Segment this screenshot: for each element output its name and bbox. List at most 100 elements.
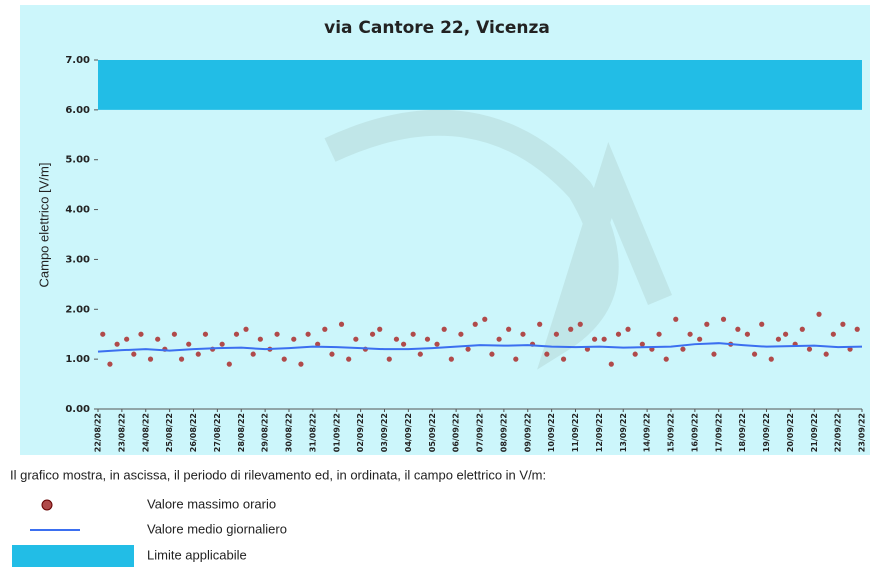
- point: [759, 322, 764, 327]
- point: [442, 327, 447, 332]
- point: [458, 332, 463, 337]
- point: [282, 357, 287, 362]
- x-tick-label: 10/09/22: [547, 413, 556, 452]
- point: [377, 327, 382, 332]
- x-tick-label: 14/09/22: [643, 413, 652, 452]
- x-tick-label: 08/09/22: [499, 413, 508, 452]
- x-tick-label: 13/09/22: [619, 413, 628, 452]
- point: [816, 312, 821, 317]
- point: [115, 342, 120, 347]
- point: [506, 327, 511, 332]
- x-tick-label: 24/08/22: [141, 413, 150, 452]
- x-tick-label: 06/09/22: [452, 413, 461, 452]
- y-tick-label: 0.00: [65, 404, 90, 415]
- x-tick-label: 02/09/22: [356, 413, 365, 452]
- point: [554, 332, 559, 337]
- point: [721, 317, 726, 322]
- point: [291, 337, 296, 342]
- point: [673, 317, 678, 322]
- legend-label: Valore medio giornaliero: [147, 521, 287, 536]
- point: [387, 357, 392, 362]
- point: [179, 357, 184, 362]
- point: [234, 332, 239, 337]
- chart-title: via Cantore 22, Vicenza: [324, 18, 550, 38]
- point: [138, 332, 143, 337]
- point: [776, 337, 781, 342]
- point: [203, 332, 208, 337]
- x-tick-label: 28/08/22: [237, 413, 246, 452]
- point: [449, 357, 454, 362]
- point: [656, 332, 661, 337]
- x-tick-label: 09/09/22: [523, 413, 532, 452]
- legend-label: Limite applicabile: [147, 547, 247, 562]
- x-tick-label: 12/09/22: [595, 413, 604, 452]
- x-tick-label: 18/09/22: [738, 413, 747, 452]
- point: [473, 322, 478, 327]
- legend-label: Valore massimo orario: [147, 496, 276, 511]
- x-tick-label: 22/08/22: [94, 413, 103, 452]
- point: [434, 342, 439, 347]
- point: [329, 352, 334, 357]
- point: [633, 352, 638, 357]
- point: [148, 357, 153, 362]
- y-tick-label: 7.00: [65, 55, 90, 66]
- point: [602, 337, 607, 342]
- point: [155, 337, 160, 342]
- point: [186, 342, 191, 347]
- point: [353, 337, 358, 342]
- x-tick-label: 19/09/22: [762, 413, 771, 452]
- point: [561, 357, 566, 362]
- y-tick-label: 1.00: [65, 354, 90, 365]
- x-tick-label: 01/09/22: [332, 413, 341, 452]
- point: [592, 337, 597, 342]
- point: [298, 362, 303, 367]
- point: [482, 317, 487, 322]
- point: [513, 357, 518, 362]
- point: [370, 332, 375, 337]
- x-tick-label: 23/08/22: [117, 413, 126, 452]
- point: [752, 352, 757, 357]
- point: [664, 357, 669, 362]
- page: via Cantore 22, Vicenza Campo elettrico …: [0, 0, 874, 569]
- x-tick-label: 31/08/22: [308, 413, 317, 452]
- point: [697, 337, 702, 342]
- point: [704, 322, 709, 327]
- point: [346, 357, 351, 362]
- legend-marker: [42, 500, 52, 510]
- point: [411, 332, 416, 337]
- point: [196, 352, 201, 357]
- legend-marker: [12, 545, 134, 567]
- x-tick-label: 11/09/22: [571, 413, 580, 452]
- point: [616, 332, 621, 337]
- point: [609, 362, 614, 367]
- x-tick-label: 22/09/22: [834, 413, 843, 452]
- x-tick-label: 17/09/22: [714, 413, 723, 452]
- point: [107, 362, 112, 367]
- point: [274, 332, 279, 337]
- point: [251, 352, 256, 357]
- point: [465, 347, 470, 352]
- x-tick-label: 25/08/22: [165, 413, 174, 452]
- point: [840, 322, 845, 327]
- point: [401, 342, 406, 347]
- point: [489, 352, 494, 357]
- point: [497, 337, 502, 342]
- x-tick-label: 30/08/22: [285, 413, 294, 452]
- point: [625, 327, 630, 332]
- x-tick-label: 29/08/22: [261, 413, 270, 452]
- point: [227, 362, 232, 367]
- point: [394, 337, 399, 342]
- y-tick-label: 4.00: [65, 205, 90, 216]
- x-tick-label: 15/09/22: [667, 413, 676, 452]
- point: [258, 337, 263, 342]
- point: [100, 332, 105, 337]
- legend: Valore massimo orario Valore medio giorna…: [12, 496, 287, 567]
- point: [680, 347, 685, 352]
- point: [537, 322, 542, 327]
- y-tick-label: 5.00: [65, 155, 90, 166]
- point: [520, 332, 525, 337]
- point: [172, 332, 177, 337]
- point: [306, 332, 311, 337]
- point: [769, 357, 774, 362]
- point: [735, 327, 740, 332]
